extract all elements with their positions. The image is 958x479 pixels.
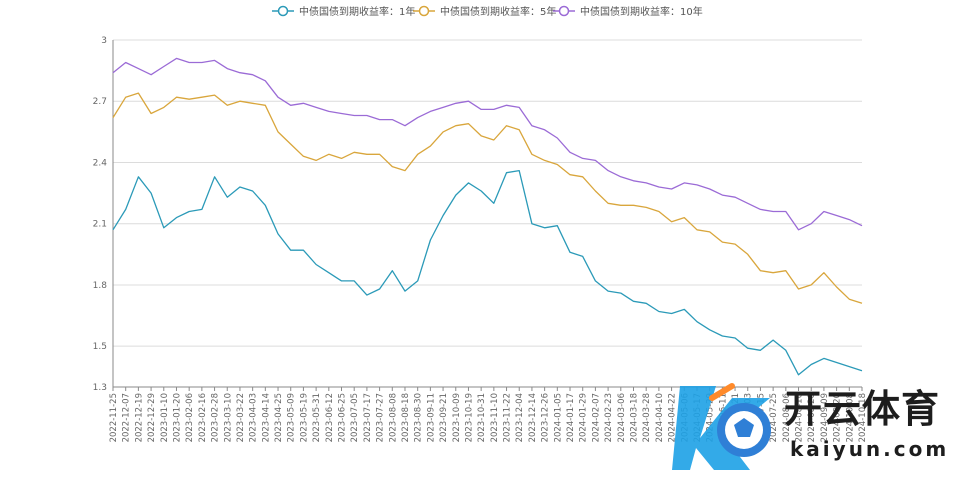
x-tick-label: 2024-04-22 (668, 393, 678, 442)
x-tick-label: 2024-03-18 (629, 393, 639, 442)
legend-circle-icon (418, 5, 430, 17)
x-tick-label: 2023-05-09 (287, 393, 297, 442)
legend-item-2[interactable]: 中债国债到期收益率：5年 (413, 5, 556, 18)
x-tick-label: 2024-09-20 (833, 393, 843, 442)
x-tick-label: 2023-07-17 (363, 393, 373, 442)
x-tick-label: 2023-07-27 (376, 393, 386, 442)
y-tick-label: 3 (101, 36, 107, 46)
x-tick-label: 2024-01-29 (579, 393, 589, 442)
x-tick-label: 2023-04-03 (249, 393, 259, 442)
legend-label: 中债国债到期收益率：10年 (580, 5, 703, 18)
x-tick-label: 2023-05-19 (299, 393, 309, 442)
x-tick-label: 2024-08-28 (807, 393, 817, 442)
x-tick-label: 2023-06-25 (338, 393, 348, 442)
x-tick-label: 2023-04-25 (274, 393, 284, 442)
x-tick-label: 2023-03-10 (223, 393, 233, 442)
x-tick-label: 2024-03-06 (617, 393, 627, 442)
x-tick-label: 2024-01-17 (566, 393, 576, 442)
x-tick-label: 2022-12-19 (134, 393, 144, 442)
x-tick-label: 2023-05-31 (312, 393, 322, 442)
x-tick-label: 2024-04-10 (655, 393, 665, 442)
series-line-1[interactable] (112, 169, 863, 376)
y-tick-label: 2.7 (93, 97, 107, 107)
x-tick-label: 2024-02-07 (591, 393, 601, 442)
legend-circle-icon (277, 5, 289, 17)
x-tick-label: 2024-01-05 (553, 393, 563, 442)
x-tick-label: 2023-10-31 (477, 393, 487, 442)
x-tick-label: 2023-08-30 (414, 393, 424, 442)
x-tick-label: 2024-07-25 (769, 393, 779, 442)
x-tick-label: 2023-11-22 (503, 393, 513, 442)
x-tick-label: 2023-07-05 (350, 393, 360, 442)
x-tick-label: 2023-08-18 (401, 393, 411, 442)
x-tick-label: 2023-01-10 (160, 393, 170, 442)
legend-item-1[interactable]: 中债国债到期收益率：1年 (272, 5, 415, 18)
y-tick-label: 2.1 (93, 220, 107, 230)
x-tick-label: 2024-05-29 (706, 393, 716, 442)
x-tick-label: 2024-08-16 (795, 393, 805, 442)
y-tick-label: 1.8 (93, 281, 108, 291)
x-tick-label: 2023-01-20 (172, 393, 182, 442)
series-line-3[interactable] (112, 57, 863, 231)
x-tick-label: 2024-10-18 (858, 393, 868, 442)
y-tick-label: 2.4 (93, 158, 108, 168)
y-axis: 1.3 1.5 1.8 2.1 2.4 2.7 3 (93, 36, 114, 393)
x-tick-label: 2023-09-11 (426, 393, 436, 442)
x-tick-label: 2023-03-22 (236, 393, 246, 442)
x-tick-label: 2023-11-10 (490, 393, 500, 442)
x-tick-label: 2024-09-09 (820, 393, 830, 442)
x-tick-label: 2023-10-09 (452, 393, 462, 442)
watermark-brand-en: kaiyun.com (790, 437, 949, 461)
x-tick-label: 2023-09-21 (439, 393, 449, 442)
x-tick-label: 2023-10-19 (464, 393, 474, 442)
x-tick-label: 2024-08-06 (782, 393, 792, 442)
x-tick-label: 2023-12-04 (515, 393, 525, 442)
legend-circle-icon (558, 5, 570, 17)
x-tick-label: 2023-02-28 (211, 393, 221, 442)
legend-label: 中债国债到期收益率：1年 (299, 5, 415, 18)
x-tick-label: 2024-03-28 (642, 393, 652, 442)
x-tick-label: 2024-02-23 (604, 393, 614, 442)
y-tick-label: 1.3 (93, 383, 107, 393)
legend-label: 中债国债到期收益率：5年 (440, 5, 556, 18)
legend-item-3[interactable]: 中债国债到期收益率：10年 (553, 5, 703, 18)
grid (113, 39, 862, 388)
x-tick-label: 2022-12-29 (147, 393, 157, 442)
x-tick-label: 2023-08-08 (388, 393, 398, 442)
kaiyun-logo-icon (672, 383, 771, 470)
kaiyun-watermark: 开云体育 kaiyun.com (672, 383, 949, 470)
series-line-2[interactable] (112, 92, 863, 304)
x-tick-label: 2023-06-12 (325, 393, 335, 442)
x-tick-label: 2023-02-06 (185, 393, 195, 442)
watermark-brand-cn: 开云体育 (784, 387, 940, 431)
plot-area (112, 57, 863, 376)
x-tick-label: 2022-11-25 (109, 393, 119, 442)
x-tick-label: 2024-10-08 (845, 393, 855, 442)
x-tick-label: 2023-12-26 (541, 393, 551, 442)
x-tick-label: 2023-12-14 (528, 393, 538, 442)
y-tick-label: 1.5 (93, 342, 107, 352)
x-tick-label: 2023-02-16 (198, 393, 208, 442)
x-tick-label: 2022-12-07 (122, 393, 132, 442)
legend[interactable]: 中债国债到期收益率：1年 中债国债到期收益率：5年 中债国债到期收益率：10年 (272, 5, 703, 18)
x-tick-label: 2023-04-14 (261, 393, 271, 442)
